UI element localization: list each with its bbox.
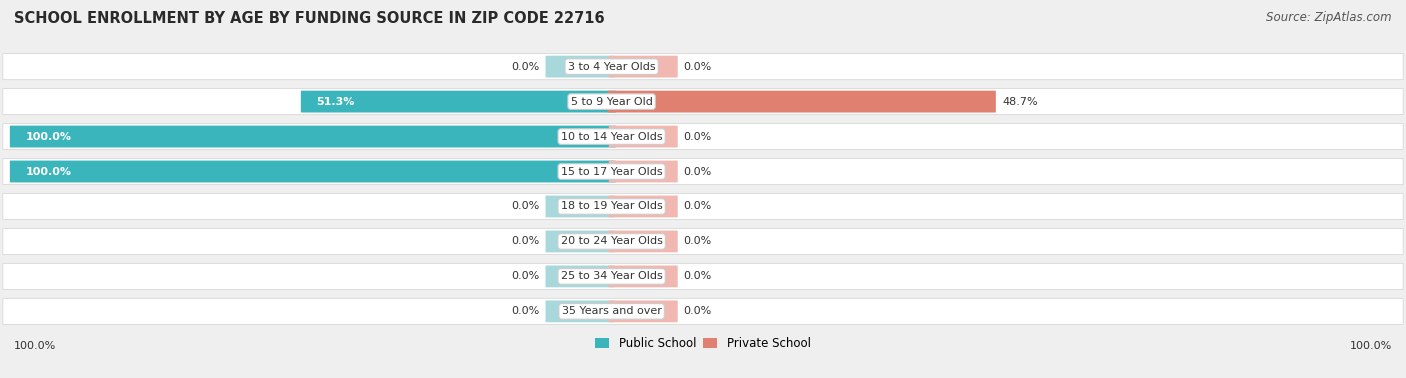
Text: Source: ZipAtlas.com: Source: ZipAtlas.com — [1267, 11, 1392, 24]
Text: 100.0%: 100.0% — [25, 132, 72, 141]
Text: 100.0%: 100.0% — [1350, 341, 1392, 351]
Text: 0.0%: 0.0% — [683, 132, 711, 141]
FancyBboxPatch shape — [10, 125, 616, 147]
FancyBboxPatch shape — [546, 195, 614, 217]
Text: 100.0%: 100.0% — [25, 167, 72, 177]
Text: 5 to 9 Year Old: 5 to 9 Year Old — [571, 97, 652, 107]
Text: 0.0%: 0.0% — [683, 271, 711, 281]
Text: 0.0%: 0.0% — [512, 62, 540, 71]
Text: 0.0%: 0.0% — [512, 201, 540, 211]
Legend: Public School, Private School: Public School, Private School — [591, 332, 815, 355]
FancyBboxPatch shape — [3, 298, 1403, 324]
FancyBboxPatch shape — [609, 265, 678, 287]
Text: SCHOOL ENROLLMENT BY AGE BY FUNDING SOURCE IN ZIP CODE 22716: SCHOOL ENROLLMENT BY AGE BY FUNDING SOUR… — [14, 11, 605, 26]
FancyBboxPatch shape — [546, 231, 614, 253]
Text: 15 to 17 Year Olds: 15 to 17 Year Olds — [561, 167, 662, 177]
FancyBboxPatch shape — [10, 161, 616, 183]
Text: 10 to 14 Year Olds: 10 to 14 Year Olds — [561, 132, 662, 141]
FancyBboxPatch shape — [609, 231, 678, 253]
FancyBboxPatch shape — [301, 91, 616, 113]
Text: 35 Years and over: 35 Years and over — [561, 307, 662, 316]
Text: 25 to 34 Year Olds: 25 to 34 Year Olds — [561, 271, 662, 281]
FancyBboxPatch shape — [3, 88, 1403, 115]
FancyBboxPatch shape — [609, 125, 678, 147]
FancyBboxPatch shape — [3, 158, 1403, 184]
FancyBboxPatch shape — [546, 56, 614, 77]
Text: 0.0%: 0.0% — [512, 307, 540, 316]
FancyBboxPatch shape — [3, 228, 1403, 254]
FancyBboxPatch shape — [609, 161, 678, 183]
Text: 100.0%: 100.0% — [14, 341, 56, 351]
FancyBboxPatch shape — [3, 194, 1403, 220]
Text: 48.7%: 48.7% — [1002, 97, 1039, 107]
Text: 0.0%: 0.0% — [683, 307, 711, 316]
Text: 0.0%: 0.0% — [512, 271, 540, 281]
Text: 51.3%: 51.3% — [316, 97, 354, 107]
Text: 0.0%: 0.0% — [683, 237, 711, 246]
FancyBboxPatch shape — [609, 301, 678, 322]
Text: 0.0%: 0.0% — [683, 62, 711, 71]
FancyBboxPatch shape — [607, 91, 995, 113]
Text: 20 to 24 Year Olds: 20 to 24 Year Olds — [561, 237, 662, 246]
Text: 18 to 19 Year Olds: 18 to 19 Year Olds — [561, 201, 662, 211]
Text: 0.0%: 0.0% — [683, 167, 711, 177]
Text: 3 to 4 Year Olds: 3 to 4 Year Olds — [568, 62, 655, 71]
FancyBboxPatch shape — [546, 265, 614, 287]
Text: 0.0%: 0.0% — [512, 237, 540, 246]
FancyBboxPatch shape — [546, 301, 614, 322]
FancyBboxPatch shape — [3, 124, 1403, 150]
FancyBboxPatch shape — [609, 56, 678, 77]
FancyBboxPatch shape — [3, 54, 1403, 80]
FancyBboxPatch shape — [609, 195, 678, 217]
Text: 0.0%: 0.0% — [683, 201, 711, 211]
FancyBboxPatch shape — [3, 263, 1403, 290]
